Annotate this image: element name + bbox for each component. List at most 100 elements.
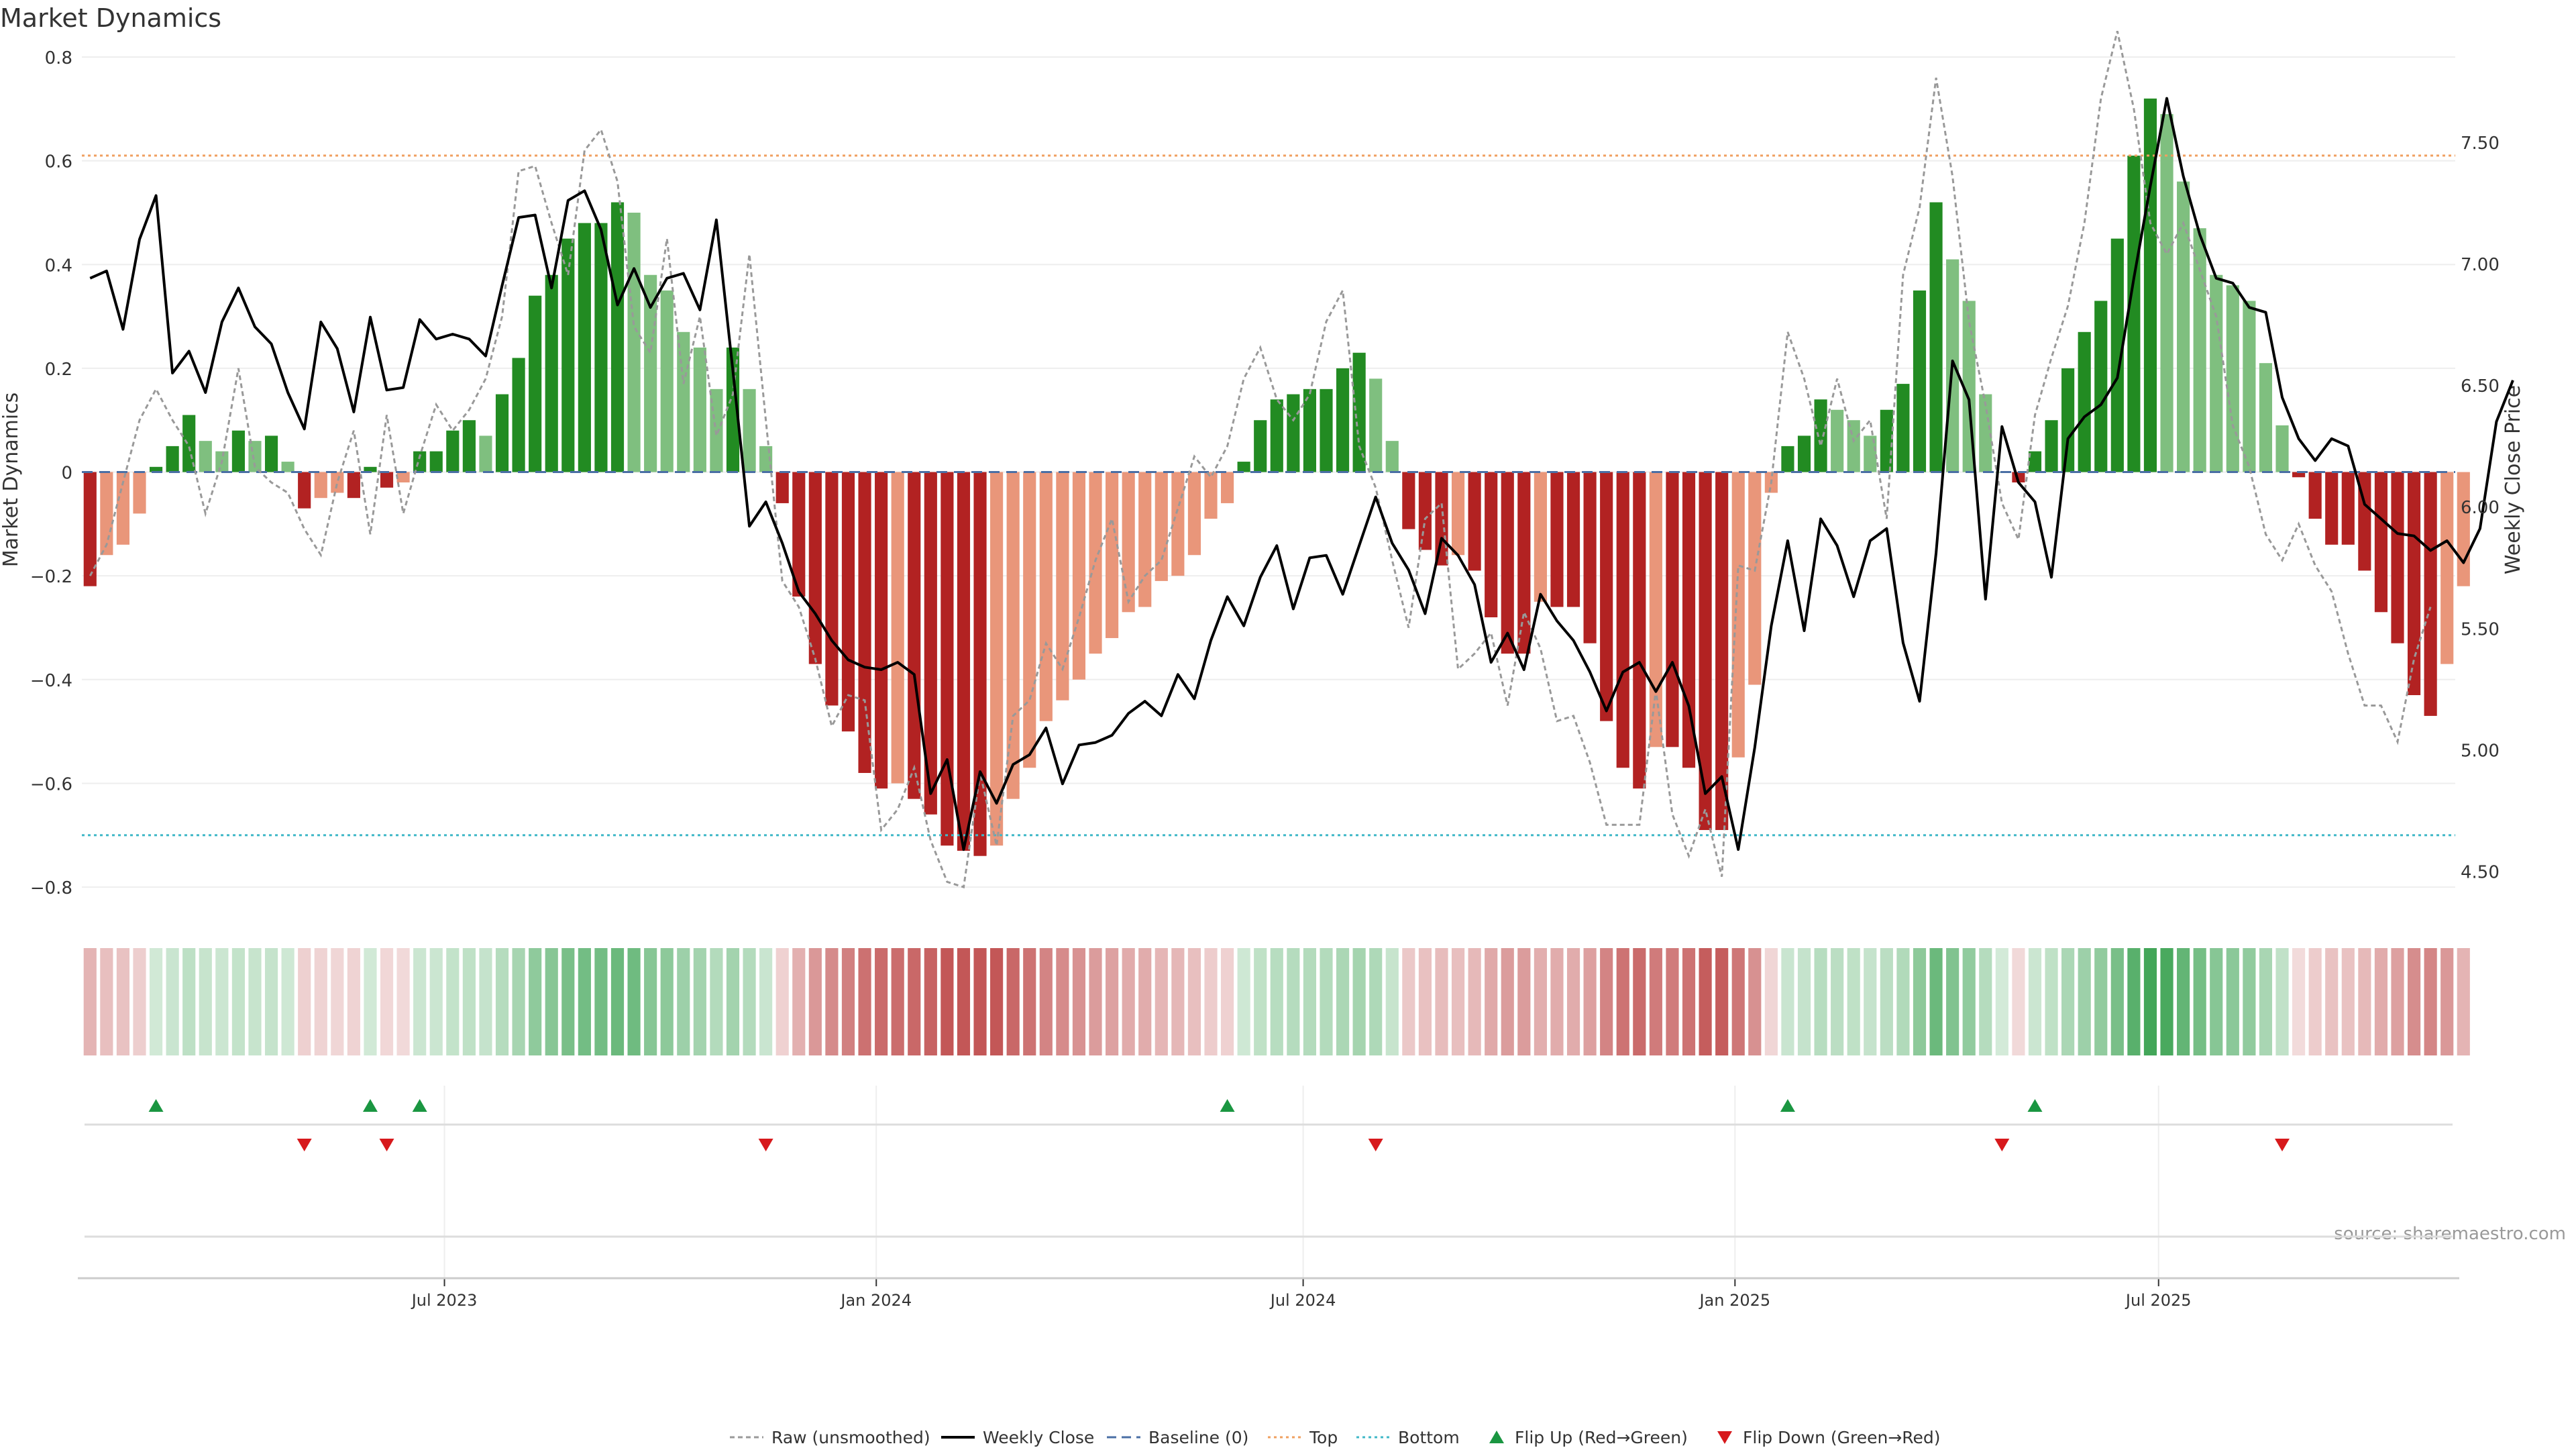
momentum-strip-cell bbox=[726, 948, 740, 1055]
x-tick-label: Jan 2025 bbox=[1698, 1291, 1770, 1310]
market-dynamics-bar bbox=[1187, 472, 1201, 556]
momentum-strip-cell bbox=[1369, 948, 1383, 1055]
y2-tick-label: 7.50 bbox=[2461, 134, 2500, 154]
market-dynamics-bar bbox=[1122, 472, 1135, 613]
momentum-strip-cell bbox=[182, 948, 196, 1055]
market-dynamics-bar bbox=[264, 435, 278, 472]
momentum-strip-cell bbox=[858, 948, 871, 1055]
momentum-strip-cell bbox=[1039, 948, 1053, 1055]
market-dynamics-bar bbox=[2407, 472, 2421, 695]
momentum-strip-cell bbox=[298, 948, 311, 1055]
momentum-strip-cell bbox=[2078, 948, 2091, 1055]
market-dynamics-bar bbox=[1056, 472, 1069, 701]
market-dynamics-bar bbox=[2210, 274, 2223, 472]
market-dynamics-bar bbox=[610, 202, 625, 472]
market-dynamics-bar bbox=[1896, 384, 1910, 472]
market-dynamics-bar bbox=[2308, 472, 2322, 519]
x-tick-label: Jul 2025 bbox=[2125, 1291, 2192, 1310]
momentum-strip-cell bbox=[396, 948, 410, 1055]
momentum-strip-cell bbox=[462, 948, 476, 1055]
market-dynamics-bar bbox=[446, 430, 460, 472]
y2-tick-label: 4.50 bbox=[2461, 863, 2500, 883]
market-dynamics-bars bbox=[83, 98, 2470, 856]
market-dynamics-bar bbox=[990, 472, 1004, 846]
momentum-strip-cell bbox=[1880, 948, 1893, 1055]
flip-up-marker bbox=[148, 1099, 164, 1112]
momentum-strip-cell bbox=[1550, 948, 1564, 1055]
market-dynamics-bar bbox=[941, 472, 954, 846]
momentum-strip-cell bbox=[1748, 948, 1762, 1055]
market-dynamics-bar bbox=[1797, 435, 1811, 472]
market-dynamics-bar bbox=[1039, 472, 1053, 721]
momentum-strip-cell bbox=[1847, 948, 1860, 1055]
momentum-strip-cell bbox=[808, 948, 822, 1055]
market-dynamics-bar bbox=[1023, 472, 1036, 768]
market-dynamics-bar bbox=[1583, 472, 1597, 643]
market-dynamics-bar bbox=[1666, 472, 1679, 747]
market-dynamics-bar bbox=[1649, 472, 1662, 747]
momentum-strip-cell bbox=[693, 948, 706, 1055]
momentum-strip-cell bbox=[1600, 948, 1613, 1055]
market-dynamics-bar bbox=[1550, 472, 1564, 607]
momentum-strip-cell bbox=[2292, 948, 2306, 1055]
market-dynamics-bar bbox=[1847, 420, 1860, 472]
market-dynamics-bar bbox=[858, 472, 871, 773]
market-dynamics-bar bbox=[2243, 301, 2256, 472]
market-dynamics-bar bbox=[2374, 472, 2388, 613]
momentum-strip-cell bbox=[331, 948, 344, 1055]
momentum-strip-cell bbox=[710, 948, 723, 1055]
flip-up-marker bbox=[362, 1099, 378, 1112]
flip-up-marker bbox=[1220, 1099, 1235, 1112]
market-dynamics-bar bbox=[1468, 472, 1481, 571]
flip-down-marker bbox=[297, 1139, 312, 1151]
momentum-strip-cell bbox=[429, 948, 443, 1055]
market-dynamics-bar bbox=[2226, 285, 2239, 472]
momentum-strip-cell bbox=[1220, 948, 1234, 1055]
momentum-strip-cell bbox=[677, 948, 690, 1055]
y-tick-label: −0.4 bbox=[30, 671, 72, 691]
chart-title: Market Dynamics bbox=[0, 3, 221, 33]
flip-up-marker bbox=[412, 1099, 427, 1112]
market-dynamics-bar bbox=[578, 223, 591, 472]
momentum-strip-cell bbox=[2012, 948, 2025, 1055]
market-dynamics-bar bbox=[1204, 472, 1218, 519]
momentum-strip-cell bbox=[545, 948, 558, 1055]
flip-down-marker bbox=[1994, 1139, 2010, 1151]
legend-swatch-flip-down bbox=[1717, 1431, 1732, 1444]
momentum-strip-cell bbox=[1797, 948, 1811, 1055]
momentum-strip-cell bbox=[1187, 948, 1201, 1055]
market-dynamics-bar bbox=[314, 472, 327, 499]
market-dynamics-bar bbox=[396, 472, 410, 482]
momentum-strip-cell bbox=[116, 948, 130, 1055]
momentum-strip-cell bbox=[1485, 948, 1498, 1055]
market-dynamics-bar bbox=[1138, 472, 1152, 607]
flip-down-marker bbox=[379, 1139, 394, 1151]
market-dynamics-bar bbox=[1731, 472, 1745, 758]
x-tick-label: Jul 2024 bbox=[1269, 1291, 1336, 1310]
market-dynamics-bar bbox=[231, 430, 245, 472]
market-dynamics-bar bbox=[2193, 228, 2206, 472]
momentum-strip-cell bbox=[479, 948, 492, 1055]
momentum-strip-cell bbox=[578, 948, 591, 1055]
market-dynamics-bar bbox=[1451, 472, 1465, 556]
momentum-strip-cell bbox=[1418, 948, 1432, 1055]
market-dynamics-bar bbox=[1402, 472, 1415, 529]
market-dynamics-bar bbox=[1287, 394, 1300, 472]
momentum-strip-cell bbox=[529, 948, 542, 1055]
momentum-strip-cell bbox=[1072, 948, 1086, 1055]
market-dynamics-bar bbox=[1781, 446, 1794, 472]
market-dynamics-bar bbox=[2457, 472, 2470, 586]
market-dynamics-bar bbox=[2110, 238, 2124, 472]
market-dynamics-bar bbox=[100, 472, 113, 556]
market-dynamics-bar bbox=[1303, 388, 1317, 472]
momentum-strip-cell bbox=[380, 948, 394, 1055]
momentum-strip-cell bbox=[1056, 948, 1069, 1055]
market-dynamics-bar bbox=[808, 472, 822, 664]
market-dynamics-bar bbox=[347, 472, 360, 499]
momentum-strip-cell bbox=[1583, 948, 1597, 1055]
market-dynamics-bar bbox=[561, 238, 575, 472]
momentum-strip-cell bbox=[2308, 948, 2322, 1055]
momentum-strip-cell bbox=[1764, 948, 1778, 1055]
market-dynamics-bar bbox=[1369, 378, 1383, 472]
market-dynamics-bar bbox=[1336, 368, 1350, 472]
